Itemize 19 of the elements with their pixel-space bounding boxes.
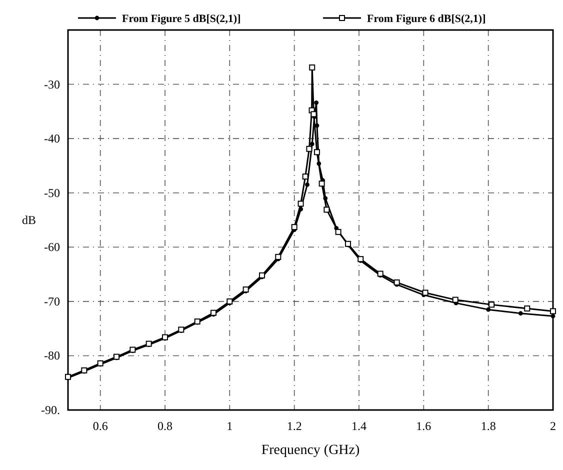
x-tick-label: 0.8 [158, 419, 172, 433]
y-tick-label: -70 [44, 294, 60, 308]
x-tick-label: 1.6 [416, 419, 432, 433]
y-tick-label: -90. [41, 403, 60, 417]
y-tick-label: -80 [44, 348, 60, 363]
legend-label: From Figure 6 dB[S(2,1)] [367, 13, 486, 25]
x-tick-label: 1.4 [352, 419, 366, 433]
y-tick-label: -50 [44, 186, 60, 200]
x-tick-label: 0.6 [92, 419, 108, 433]
y-axis-title: dB [22, 213, 36, 227]
x-tick-label: 2 [550, 419, 556, 433]
x-axis-title: Frequency (GHz) [261, 443, 360, 458]
x-tick-label: 1 [226, 419, 233, 433]
y-tick-label: -60 [44, 240, 60, 254]
y-tick-label: -30 [44, 77, 60, 92]
x-tick-label: 1.8 [480, 419, 496, 433]
x-tick-label: 1.2 [286, 419, 302, 433]
y-tick-label: -40 [44, 132, 60, 146]
legend-label: From Figure 5 dB[S(2,1)] [122, 13, 241, 25]
